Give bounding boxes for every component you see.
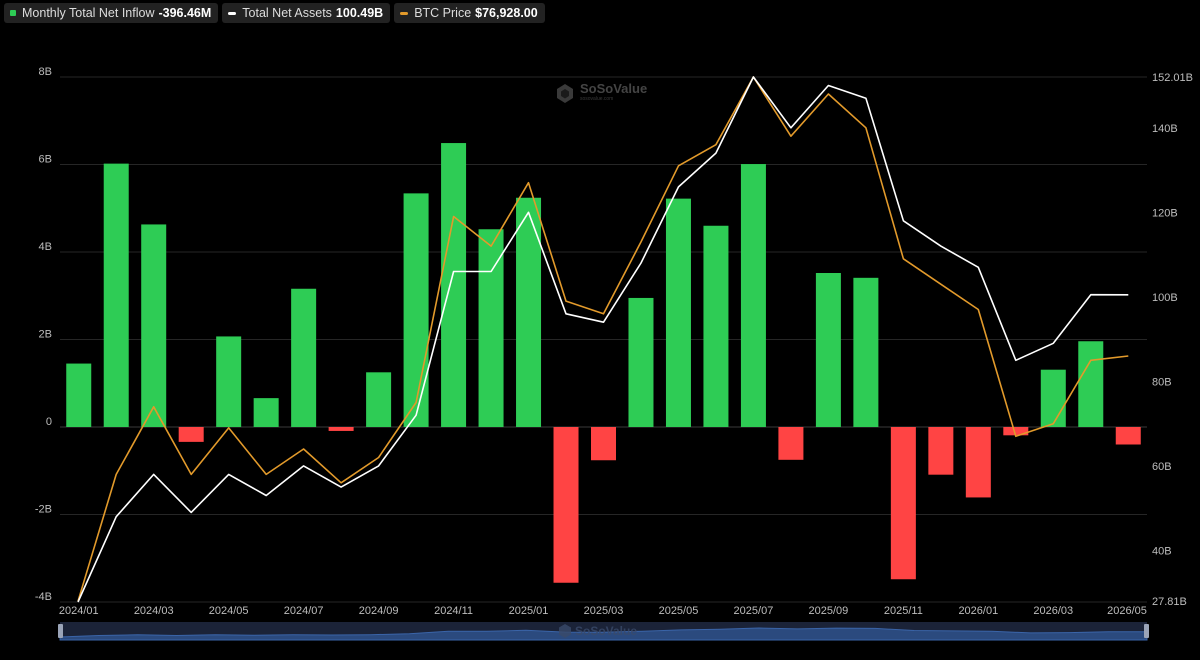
inflow-bar[interactable] xyxy=(328,427,354,431)
legend-item-net-inflow[interactable]: Monthly Total Net Inflow -396.46M xyxy=(4,3,219,23)
right-axis-tick-label: 80B xyxy=(1152,376,1172,388)
left-axis-tick-label: -4B xyxy=(35,591,52,603)
legend-label-total-net-assets: Total Net Assets xyxy=(242,6,332,20)
x-axis-tick-label: 2026/05 xyxy=(1107,605,1147,617)
inflow-bar[interactable] xyxy=(141,224,167,427)
inflow-bar[interactable] xyxy=(553,427,579,583)
navigator-series-area xyxy=(59,627,1148,641)
inflow-bar[interactable] xyxy=(1115,427,1141,445)
right-axis-tick-label: 140B xyxy=(1152,123,1178,135)
inflow-bar[interactable] xyxy=(403,193,429,427)
legend-value-total-net-assets: 100.49B xyxy=(335,6,384,20)
inflow-bar[interactable] xyxy=(815,273,841,427)
x-axis-tick-label: 2026/03 xyxy=(1033,605,1073,617)
right-axis-tick-label: 120B xyxy=(1152,207,1178,219)
right-axis-ticks: 152.01B 140B 120B 100B 80B 60B 40B 27.81B xyxy=(1152,72,1193,608)
inflow-bar[interactable] xyxy=(1003,427,1029,436)
left-axis-ticks: 8B 6B 4B 2B 0 -2B -4B xyxy=(35,66,52,603)
right-axis-tick-label: 100B xyxy=(1152,292,1178,304)
left-axis-tick-label: 8B xyxy=(39,66,52,78)
legend-value-btc-price: $76,928.00 xyxy=(475,6,538,20)
x-axis-tick-label: 2025/03 xyxy=(584,605,624,617)
legend-label-net-inflow: Monthly Total Net Inflow xyxy=(22,6,155,20)
left-axis-tick-label: 2B xyxy=(39,329,52,341)
inflow-bar[interactable] xyxy=(103,163,129,427)
legend-label-btc-price: BTC Price xyxy=(414,6,472,20)
right-axis-tick-label: 40B xyxy=(1152,545,1172,557)
inflow-bar[interactable] xyxy=(516,197,542,427)
legend-item-btc-price[interactable]: BTC Price $76,928.00 xyxy=(394,3,545,23)
x-axis-ticks: 2024/01 2024/03 2024/05 2024/07 2024/09 2024/… xyxy=(59,605,1147,617)
watermark-logo-icon xyxy=(557,84,573,103)
legend-swatch-total-net-assets xyxy=(228,11,237,15)
watermark-brand: SoSoValue xyxy=(580,81,647,96)
x-axis-tick-label: 2025/11 xyxy=(884,605,923,617)
total-net-assets-line[interactable] xyxy=(77,76,1129,603)
navigator-left-handle[interactable] xyxy=(58,624,63,638)
inflow-bar[interactable] xyxy=(965,427,991,498)
inflow-bar[interactable] xyxy=(253,398,279,427)
inflow-bar[interactable] xyxy=(890,427,916,580)
left-axis-tick-label: 6B xyxy=(39,154,52,166)
right-axis-tick-label: 60B xyxy=(1152,461,1172,473)
x-axis-tick-label: 2024/05 xyxy=(209,605,249,617)
x-axis-tick-label: 2025/09 xyxy=(809,605,849,617)
watermark-sub: sosovalue.com xyxy=(580,96,613,102)
navigator-watermark-brand: SoSoValue xyxy=(575,624,637,638)
x-axis-tick-label: 2024/09 xyxy=(359,605,399,617)
inflow-bar[interactable] xyxy=(441,143,467,427)
inflow-bar[interactable] xyxy=(628,297,654,427)
inflow-bar[interactable] xyxy=(1040,369,1066,427)
x-axis-tick-label: 2026/01 xyxy=(958,605,998,617)
inflow-bar[interactable] xyxy=(291,288,317,427)
inflow-bar[interactable] xyxy=(928,427,954,475)
inflow-bar[interactable] xyxy=(853,277,879,427)
inflow-bar[interactable] xyxy=(1078,341,1104,427)
legend-item-total-net-assets[interactable]: Total Net Assets 100.49B xyxy=(222,3,391,23)
inflow-bar[interactable] xyxy=(178,427,204,442)
inflow-bar[interactable] xyxy=(66,363,92,427)
inflow-bar[interactable] xyxy=(591,427,616,461)
left-axis-tick-label: 4B xyxy=(39,241,52,253)
series-lines xyxy=(77,76,1129,603)
watermark: SoSoValue sosovalue.com xyxy=(557,81,647,103)
legend-swatch-btc-price xyxy=(400,11,409,15)
x-axis-tick-label: 2024/01 xyxy=(59,605,99,617)
right-axis-tick-label: 27.81B xyxy=(1152,596,1187,608)
inflow-bar[interactable] xyxy=(665,198,691,427)
chart-legend: Monthly Total Net Inflow -396.46M Total … xyxy=(4,3,545,23)
x-axis-tick-label: 2024/11 xyxy=(434,605,473,617)
inflow-bars xyxy=(66,143,1141,583)
right-axis-tick-label: 152.01B xyxy=(1152,72,1193,84)
inflow-bar[interactable] xyxy=(703,225,729,427)
x-axis-tick-label: 2025/07 xyxy=(734,605,774,617)
left-axis-tick-label: 0 xyxy=(46,416,52,428)
x-axis-tick-label: 2024/07 xyxy=(284,605,324,617)
left-axis-tick-label: -2B xyxy=(35,504,52,516)
legend-value-net-inflow: -396.46M xyxy=(158,6,212,20)
navigator-right-handle[interactable] xyxy=(1144,624,1149,638)
inflow-bar[interactable] xyxy=(366,372,392,427)
x-axis-tick-label: 2025/05 xyxy=(659,605,699,617)
legend-swatch-net-inflow xyxy=(10,10,16,16)
range-navigator[interactable]: SoSoValue xyxy=(58,622,1149,641)
navigator-watermark: SoSoValue xyxy=(559,624,637,638)
inflow-bar[interactable] xyxy=(216,336,242,427)
inflow-bar[interactable] xyxy=(478,229,504,427)
inflow-bar[interactable] xyxy=(778,427,804,460)
x-axis-tick-label: 2025/01 xyxy=(509,605,549,617)
btc-price-line[interactable] xyxy=(77,76,1129,602)
inflow-bar[interactable] xyxy=(740,164,766,427)
x-axis-tick-label: 2024/03 xyxy=(134,605,174,617)
